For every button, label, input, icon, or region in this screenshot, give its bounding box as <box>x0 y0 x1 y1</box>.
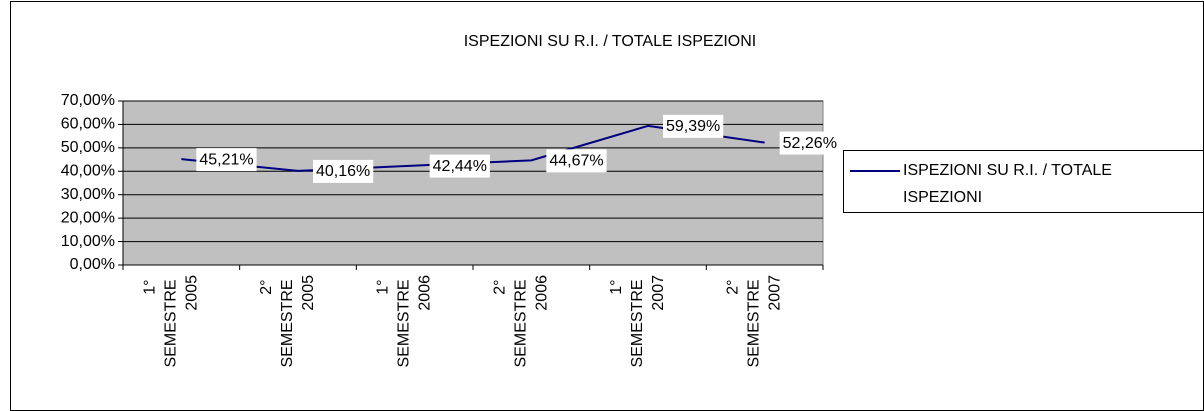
data-label: 52,26% <box>783 135 837 152</box>
data-label: 42,44% <box>433 158 487 175</box>
data-label-box <box>663 114 724 138</box>
y-tick-label: 20,00% <box>61 209 115 226</box>
x-tick-label: 2° SEMESTRE 2006 <box>492 275 551 368</box>
data-label: 59,39% <box>666 118 720 135</box>
y-tick-label: 10,00% <box>61 233 115 250</box>
x-tick-label: 1° SEMESTRE 2006 <box>375 275 434 368</box>
data-label: 44,67% <box>549 153 603 170</box>
y-tick-label: 60,00% <box>61 116 115 133</box>
data-label-box <box>779 131 840 155</box>
y-tick-label: 70,00% <box>61 92 115 109</box>
data-label-box <box>429 154 490 178</box>
x-tick-label: 1° SEMESTRE 2007 <box>608 275 667 368</box>
x-tick-label: 2° SEMESTRE 2005 <box>258 275 317 368</box>
data-label-box <box>546 149 607 173</box>
legend-box <box>843 150 1204 213</box>
data-label-box <box>313 159 374 183</box>
data-label: 45,21% <box>199 151 253 168</box>
data-label: 40,16% <box>316 163 370 180</box>
data-label-box <box>196 148 257 172</box>
y-tick-label: 50,00% <box>61 139 115 156</box>
legend-label: ISPEZIONI SU R.I. / TOTALE ISPEZIONI <box>903 162 1116 206</box>
y-tick-label: 40,00% <box>61 163 115 180</box>
y-tick-label: 0,00% <box>70 256 115 273</box>
y-tick-label: 30,00% <box>61 186 115 203</box>
x-tick-label: 2° SEMESTRE 2007 <box>725 275 784 368</box>
chart-title: ISPEZIONI SU R.I. / TOTALE ISPEZIONI <box>464 33 757 50</box>
x-tick-label: 1° SEMESTRE 2005 <box>142 275 201 368</box>
